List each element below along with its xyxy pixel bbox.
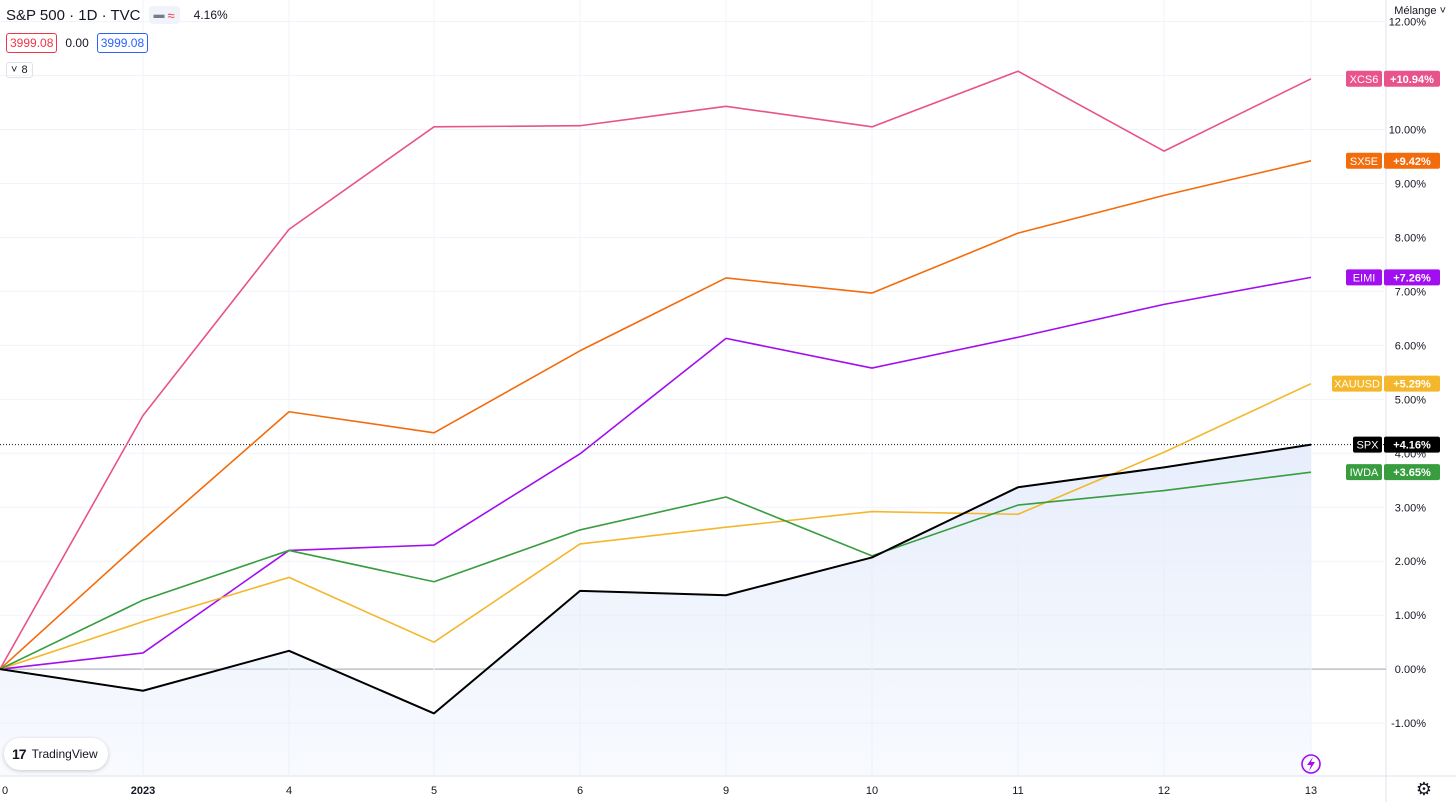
chevron-down-icon: ˅ xyxy=(11,64,18,76)
series-name-tag xyxy=(1353,436,1382,453)
y-tick-label: 2.00% xyxy=(1395,556,1426,568)
x-tick-label: 10 xyxy=(866,785,878,797)
x-tick-label: 2023 xyxy=(131,785,155,797)
series-value: +4.16% xyxy=(1393,440,1431,452)
series-line-eimi xyxy=(0,276,1312,670)
change-percent: 4.16% xyxy=(193,8,228,22)
watermark-label: TradingView xyxy=(31,747,98,761)
series-name: XAUUSD xyxy=(1334,379,1380,391)
series-name: IWDA xyxy=(1350,467,1379,479)
y-tick-label: 12.00% xyxy=(1389,17,1427,29)
series-name-tag xyxy=(1346,70,1382,87)
y-tick-label: 10.00% xyxy=(1389,125,1427,137)
minus-icon: ▬ xyxy=(153,9,165,21)
x-tick-label: 11 xyxy=(1012,785,1023,797)
series-value: +5.29% xyxy=(1393,379,1431,391)
series-name-tag xyxy=(1332,375,1382,392)
x-axis: 0 2023 4 5 6 9 10 11 12 13 xyxy=(2,785,1317,797)
approx-icon: ≈ xyxy=(167,7,175,23)
y-tick-label: 6.00% xyxy=(1395,340,1426,352)
series-name: EIMI xyxy=(1353,272,1376,284)
series-line-xcs6 xyxy=(0,70,1312,670)
series-value: +10.94% xyxy=(1390,74,1434,86)
series-name: SPX xyxy=(1356,440,1379,452)
legend-header: S&P 500 · 1D · TVC ▬ ≈ 4.16% xyxy=(6,6,228,24)
series-value: +9.42% xyxy=(1393,156,1431,168)
series-value: +7.26% xyxy=(1393,272,1431,284)
series-value-tag xyxy=(1384,464,1440,481)
chevron-down-icon: ˅ xyxy=(1439,5,1446,17)
bid-price[interactable]: 3999.08 xyxy=(6,33,58,53)
x-tick-label: 6 xyxy=(577,785,583,797)
y-tick-label: 5.00% xyxy=(1395,394,1426,406)
series-value-tag xyxy=(1384,375,1440,392)
bolt-icon[interactable] xyxy=(1301,754,1321,774)
spread-value: 0.00 xyxy=(65,36,89,50)
series-value-tag xyxy=(1384,70,1440,87)
scale-mode-button[interactable]: Mélange ˅ xyxy=(1394,5,1446,17)
series-labels: XCS6 +10.94% SX5E +9.42% EIMI +7.26% XAUUSD +5.… xyxy=(1332,70,1440,481)
spx-area xyxy=(0,444,1311,776)
symbol-title[interactable]: S&P 500 · 1D · TVC xyxy=(6,6,141,24)
gear-icon[interactable]: ⚙ xyxy=(1415,779,1432,799)
series-lines xyxy=(0,70,1386,715)
scale-mode-label: Mélange xyxy=(1394,5,1437,17)
series-value-tag xyxy=(1384,269,1440,286)
y-tick-label: 9.00% xyxy=(1395,178,1426,190)
series-name: XCS6 xyxy=(1350,74,1379,86)
y-tick-label: 0.00% xyxy=(1395,664,1426,676)
y-tick-label: 1.00% xyxy=(1395,610,1426,622)
indicators-toggle[interactable]: ˅ 8 xyxy=(6,62,33,78)
x-tick-label: 5 xyxy=(431,785,437,797)
y-tick-label: 8.00% xyxy=(1395,232,1426,244)
series-name: SX5E xyxy=(1350,156,1378,168)
series-value: +3.65% xyxy=(1393,467,1431,479)
x-tick-label: 0 xyxy=(2,785,8,797)
series-name-tag xyxy=(1346,464,1382,481)
x-tick-label: 13 xyxy=(1305,785,1317,797)
y-tick-label: 7.00% xyxy=(1395,286,1426,298)
x-tick-label: 9 xyxy=(723,785,729,797)
series-line-iwda xyxy=(0,471,1312,670)
x-tick-label: 12 xyxy=(1158,785,1170,797)
indicator-count: 8 xyxy=(21,64,28,76)
y-axis: 12.00%11.00%10.00%9.00%8.00%7.00%6.00%5.… xyxy=(1389,17,1427,731)
tradingview-logo-icon: 17 xyxy=(12,746,27,762)
price-boxes: 3999.08 0.00 3999.08 xyxy=(6,33,149,53)
y-tick-label: -1.00% xyxy=(1391,718,1426,730)
series-line-xauusd xyxy=(0,382,1312,670)
series-value-tag xyxy=(1384,436,1440,453)
area-fill xyxy=(0,444,1311,776)
hide-toggle-button[interactable]: ▬ ≈ xyxy=(148,6,180,24)
y-tick-label: 3.00% xyxy=(1395,502,1426,514)
series-name-tag xyxy=(1346,152,1382,169)
series-name-tag xyxy=(1346,269,1382,286)
x-tick-label: 4 xyxy=(286,785,292,797)
series-line-spx xyxy=(0,443,1312,715)
series-line-sx5e xyxy=(0,160,1312,670)
series-value-tag xyxy=(1384,152,1440,169)
ask-price[interactable]: 3999.08 xyxy=(96,33,149,53)
tradingview-watermark[interactable]: 17 TradingView xyxy=(4,738,108,770)
